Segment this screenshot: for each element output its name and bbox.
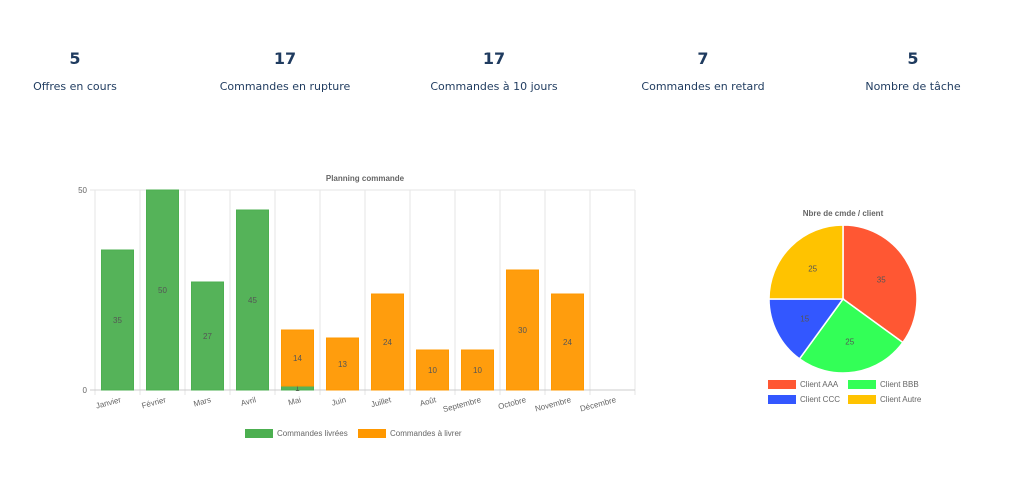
bar bbox=[236, 209, 269, 391]
bar bbox=[326, 337, 359, 391]
bar-data-label: 10 bbox=[473, 366, 482, 375]
bar bbox=[416, 349, 449, 391]
bar bbox=[371, 293, 404, 391]
legend-label: Client AAA bbox=[800, 380, 839, 389]
kpi-row: 5 Offres en cours 17 Commandes en ruptur… bbox=[0, 48, 1024, 108]
kpi-label: Commandes en retard bbox=[641, 80, 765, 93]
legend-label: Client Autre bbox=[880, 395, 922, 404]
legend-label: Commandes livrées bbox=[277, 429, 348, 438]
bar-data-label: 35 bbox=[113, 316, 122, 325]
bar-data-label: 1 bbox=[295, 384, 300, 393]
kpi-label: Commandes en rupture bbox=[219, 80, 351, 93]
pie-slice bbox=[842, 224, 918, 344]
legend-swatch bbox=[245, 429, 273, 438]
bar-data-label: 27 bbox=[203, 332, 212, 341]
bar-data-label: 24 bbox=[383, 338, 392, 347]
x-tick-label: Août bbox=[419, 395, 438, 408]
x-tick-label: Avril bbox=[240, 395, 257, 408]
x-tick-label: Décembre bbox=[579, 395, 618, 413]
kpi-offres-en-cours: 5 Offres en cours bbox=[0, 48, 175, 93]
legend-label: Commandes à livrer bbox=[390, 429, 462, 438]
x-tick-label: Juillet bbox=[370, 395, 393, 409]
kpi-label: Offres en cours bbox=[33, 80, 117, 93]
bar-data-label: 10 bbox=[428, 366, 437, 375]
kpi-value: 7 bbox=[697, 49, 709, 68]
legend-swatch bbox=[768, 380, 796, 389]
kpi-commandes-en-rupture: 17 Commandes en rupture bbox=[185, 48, 385, 93]
kpi-commandes-a-10-jours: 17 Commandes à 10 jours bbox=[394, 48, 594, 93]
legend-swatch bbox=[358, 429, 386, 438]
y-tick-label: 0 bbox=[83, 386, 88, 395]
bar bbox=[281, 329, 314, 387]
x-tick-label: Janvier bbox=[95, 395, 123, 410]
bar-data-label: 45 bbox=[248, 296, 257, 305]
commandes-par-client-chart: Nbre de cmde / client 35 25 15 25 Client AAA C… bbox=[768, 209, 922, 404]
legend-label: Client CCC bbox=[800, 395, 840, 404]
legend-label: Client BBB bbox=[880, 380, 919, 389]
pie-slice bbox=[768, 224, 844, 300]
bar-data-label: 13 bbox=[338, 360, 347, 369]
kpi-value: 5 bbox=[907, 49, 919, 68]
kpi-value: 17 bbox=[482, 49, 506, 68]
kpi-value: 17 bbox=[273, 49, 297, 68]
x-tick-label: Septembre bbox=[442, 395, 483, 414]
bar bbox=[191, 281, 224, 391]
pie-data-label: 25 bbox=[808, 265, 817, 274]
planning-commande-chart: Planning commande 0 50 35 Janvier 50 Février 27… bbox=[78, 174, 636, 438]
x-tick-label: Octobre bbox=[497, 395, 527, 411]
pie-slice bbox=[768, 298, 845, 360]
kpi-label: Commandes à 10 jours bbox=[430, 80, 558, 93]
x-tick-label: Février bbox=[141, 395, 168, 410]
kpi-commandes-en-retard: 7 Commandes en retard bbox=[603, 48, 803, 93]
bar-data-label: 30 bbox=[518, 326, 527, 335]
x-tick-label: Mai bbox=[287, 395, 302, 407]
x-tick-label: Novembre bbox=[534, 395, 573, 413]
bar-data-label: 50 bbox=[158, 286, 167, 295]
bar bbox=[551, 293, 584, 391]
bar bbox=[146, 189, 179, 391]
kpi-nombre-de-tache: 5 Nombre de tâche bbox=[813, 48, 1013, 93]
bar bbox=[461, 349, 494, 391]
bar-data-label: 24 bbox=[563, 338, 572, 347]
legend-swatch bbox=[848, 395, 876, 404]
kpi-value: 5 bbox=[69, 49, 81, 68]
x-tick-label: Juin bbox=[331, 395, 348, 407]
kpi-label: Nombre de tâche bbox=[865, 80, 961, 93]
x-tick-label: Mars bbox=[193, 395, 213, 408]
chart-title: Planning commande bbox=[326, 174, 405, 183]
pie-data-label: 35 bbox=[877, 276, 886, 285]
pie-slice bbox=[798, 297, 904, 374]
chart-title: Nbre de cmde / client bbox=[803, 209, 884, 218]
pie-data-label: 15 bbox=[800, 314, 809, 323]
legend-swatch bbox=[768, 395, 796, 404]
bar-data-label: 14 bbox=[293, 354, 302, 363]
legend-swatch bbox=[848, 380, 876, 389]
bar bbox=[101, 249, 134, 391]
pie-data-label: 25 bbox=[845, 337, 854, 346]
y-tick-label: 50 bbox=[78, 186, 87, 195]
bar bbox=[506, 269, 539, 391]
